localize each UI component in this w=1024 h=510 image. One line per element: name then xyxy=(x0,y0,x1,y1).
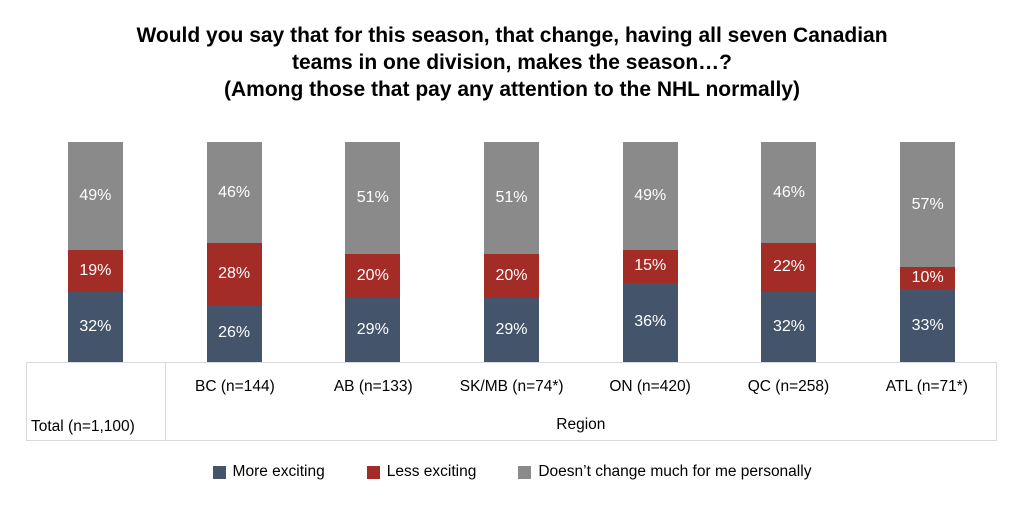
data-label: 46% xyxy=(772,183,805,201)
bar-segment: 29% xyxy=(484,298,540,362)
data-label: 32% xyxy=(79,317,112,335)
legend-swatch-icon xyxy=(212,465,226,479)
bar-segment: 33% xyxy=(900,289,956,362)
data-label: 10% xyxy=(911,269,944,287)
stacked-bar: 49% 15% 36% xyxy=(622,142,678,362)
data-label: 33% xyxy=(911,316,944,334)
bar-segment: 49% xyxy=(622,142,678,250)
total-category-cell: Total (n=1,100) xyxy=(27,363,166,440)
bar-segment: 20% xyxy=(345,254,401,299)
category-label: ON (n=420) xyxy=(609,377,691,395)
data-label: 22% xyxy=(772,258,805,276)
legend-swatch-icon xyxy=(366,465,380,479)
bar-segment: 28% xyxy=(206,243,262,305)
bar-segment: 49% xyxy=(67,142,123,250)
region-group-cell: BC (n=144) AB (n=133) SK/MB (n=74*) ON (n=4… xyxy=(166,363,996,440)
data-label: 19% xyxy=(79,261,112,279)
bar-segment: 22% xyxy=(761,243,817,292)
plot-area: 49% 19% 32% 46% 28% 26% 51% 20% 29% 51% 20% 29% 49% 1… xyxy=(26,142,997,362)
legend-label: Less exciting xyxy=(386,463,477,480)
bar-column: 49% 15% 36% xyxy=(581,142,720,362)
legend-item: More exciting xyxy=(212,463,325,481)
bar-column: 51% 20% 29% xyxy=(303,142,442,362)
bar-segment: 26% xyxy=(206,304,262,362)
region-labels-row: BC (n=144) AB (n=133) SK/MB (n=74*) ON (n=4… xyxy=(166,363,996,410)
bar-segment: 51% xyxy=(345,142,401,255)
bar-segment: 15% xyxy=(622,249,678,283)
legend-label: More exciting xyxy=(232,463,325,480)
data-label: 29% xyxy=(356,321,389,339)
bar-column: 57% 10% 33% xyxy=(858,142,997,362)
bar-segment: 46% xyxy=(761,142,817,244)
legend-item: Less exciting xyxy=(366,463,477,481)
legend-label: Doesn’t change much for me personally xyxy=(538,463,812,480)
legend-swatch-icon xyxy=(518,465,532,479)
bar-segment: 10% xyxy=(900,267,956,290)
bar-column: 49% 19% 32% xyxy=(26,142,165,362)
data-label: 20% xyxy=(495,267,528,285)
bar-segment: 32% xyxy=(761,291,817,362)
bar-segment: 36% xyxy=(622,282,678,362)
bar-segment: 32% xyxy=(67,291,123,362)
data-label: 29% xyxy=(495,321,528,339)
bar-column: 51% 20% 29% xyxy=(442,142,581,362)
legend-item: Doesn’t change much for me personally xyxy=(518,463,811,481)
bar-segment: 51% xyxy=(484,142,540,255)
region-axis-title: Region xyxy=(556,416,606,433)
data-label: 51% xyxy=(356,189,389,207)
bar-column: 46% 22% 32% xyxy=(720,142,859,362)
category-label: ATL (n=71*) xyxy=(885,377,968,395)
data-label: 26% xyxy=(218,324,251,342)
bar-segment: 57% xyxy=(900,142,956,268)
stacked-bar: 49% 19% 32% xyxy=(67,142,123,362)
stacked-bar: 57% 10% 33% xyxy=(900,142,956,362)
data-label: 49% xyxy=(79,186,112,204)
data-label: 28% xyxy=(218,264,251,282)
category-label: QC (n=258) xyxy=(747,377,830,395)
data-label: 46% xyxy=(218,183,251,201)
bar-segment: 46% xyxy=(206,142,262,244)
data-label: 51% xyxy=(495,189,528,207)
stacked-bar: 51% 20% 29% xyxy=(345,142,401,362)
category-label: AB (n=133) xyxy=(333,377,413,395)
data-label: 15% xyxy=(634,257,667,275)
stacked-bar: 51% 20% 29% xyxy=(484,142,540,362)
category-label: SK/MB (n=74*) xyxy=(459,377,564,395)
stacked-bar: 46% 22% 32% xyxy=(761,142,817,362)
data-label: 20% xyxy=(356,267,389,285)
bar-column: 46% 28% 26% xyxy=(165,142,304,362)
chart-title: Would you say that for this season, that… xyxy=(136,24,888,101)
chart-legend: More exciting Less exciting Doesn’t change… xyxy=(0,463,1024,481)
total-category-label: Total (n=1,100) xyxy=(31,418,135,435)
bar-segment: 20% xyxy=(484,254,540,299)
data-label: 57% xyxy=(911,195,944,213)
data-label: 36% xyxy=(634,313,667,331)
bar-segment: 19% xyxy=(67,249,123,292)
category-axis-table: Total (n=1,100) BC (n=144) AB (n=133) SK/M… xyxy=(26,362,997,441)
stacked-bar: 46% 28% 26% xyxy=(206,142,262,362)
data-label: 49% xyxy=(634,186,667,204)
data-label: 32% xyxy=(772,317,805,335)
category-label: BC (n=144) xyxy=(195,377,275,395)
bar-segment: 29% xyxy=(345,298,401,362)
